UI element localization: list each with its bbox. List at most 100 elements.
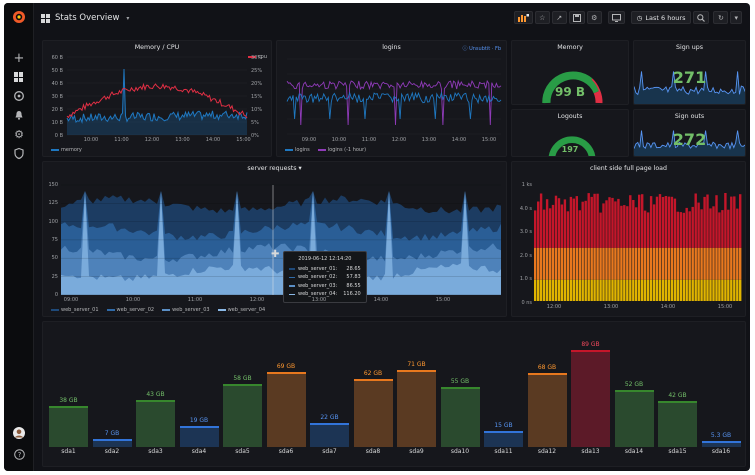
memory-gauge	[542, 71, 603, 104]
heatmap-cell	[566, 247, 570, 280]
server-admin-shield-icon[interactable]	[9, 145, 29, 161]
memory-cpu-panel[interactable]: Memory / CPU memory cpu 60 B 50 B 40 B 30 B…	[42, 40, 272, 157]
add-panel-button[interactable]	[513, 11, 533, 24]
disk-usage-panel[interactable]: 38 GB sda1 7 GB sda2 43 GB sda3 19 GB sda4 58 GB…	[42, 321, 746, 467]
server-requests-panel[interactable]: server requests ▾ web_server_01 web_serv…	[42, 161, 507, 317]
heatmap-cell	[691, 279, 694, 301]
time-picker-button[interactable]: ◷ Last 6 hours	[630, 11, 692, 24]
disk-bar[interactable]	[179, 426, 219, 447]
heatmap-cell	[599, 212, 602, 248]
disk-bar[interactable]	[440, 387, 480, 447]
axis-tick-label: 09:00	[301, 137, 317, 143]
heatmap-cell	[661, 247, 665, 280]
disk-bar[interactable]	[49, 405, 88, 447]
heatmap-cell	[733, 247, 736, 280]
disk-bar[interactable]	[658, 401, 697, 447]
heatmap-cell	[548, 279, 552, 301]
zoom-out-icon[interactable]	[693, 11, 710, 24]
dashboards-icon[interactable]	[9, 69, 29, 85]
refresh-icon[interactable]: ↻	[713, 11, 729, 24]
heatmap-cell	[727, 279, 730, 301]
heatmap-cell	[667, 196, 671, 248]
heatmap-cell	[632, 279, 635, 301]
disk-bar[interactable]	[266, 371, 306, 447]
axis-tick-label: 12:00	[546, 304, 562, 310]
disk-bar[interactable]	[397, 369, 436, 447]
panel-title: client side full page load	[589, 165, 668, 172]
legend-item[interactable]: web_server_01	[51, 307, 99, 313]
series-area-4	[61, 191, 501, 295]
user-avatar-icon[interactable]	[9, 425, 29, 441]
help-icon[interactable]: ?	[9, 446, 29, 462]
heatmap-cell	[652, 204, 656, 248]
legend-item[interactable]: logins (-1 hour)	[317, 147, 366, 153]
disk-bar[interactable]	[614, 390, 654, 447]
logouts-gauge-panel[interactable]: Logouts 197	[511, 109, 629, 157]
explore-compass-icon[interactable]	[9, 88, 29, 104]
refresh-interval-chevron-icon[interactable]: ▾	[730, 11, 742, 24]
heatmap-cell	[629, 247, 632, 280]
legend-item[interactable]: web_server_04	[217, 307, 265, 313]
disk-bar-value: 19 GB	[189, 417, 209, 425]
heatmap-cell	[712, 206, 715, 248]
logins-graph[interactable]	[286, 58, 502, 137]
legend-item[interactable]: web_server_02	[106, 307, 154, 313]
page-load-heatmap[interactable]	[534, 183, 742, 301]
heatmap-cell	[730, 196, 733, 248]
memory-gauge-panel[interactable]: Memory 99 B	[511, 40, 629, 105]
heatmap-cell	[694, 247, 697, 280]
heatmap-cell	[700, 279, 703, 301]
heatmap-cell	[718, 212, 721, 248]
heatmap-cell	[739, 247, 742, 280]
disk-bar[interactable]	[310, 423, 349, 447]
logins-panel[interactable]: logins ⓘ Unsubtit · Fb logins logins (-1…	[276, 40, 507, 157]
axis-tick-label: 20%	[251, 81, 263, 87]
disk-bar[interactable]	[484, 430, 523, 447]
svg-text:?: ?	[17, 451, 21, 459]
star-icon[interactable]: ☆	[534, 11, 550, 24]
heatmap-cell	[575, 279, 578, 301]
panel-legend: web_server_01 web_server_02 web_server_0…	[51, 307, 265, 313]
heatmap-cell	[587, 279, 590, 301]
legend-item[interactable]: logins	[285, 147, 310, 153]
grafana-logo-icon[interactable]	[9, 9, 29, 25]
legend-item[interactable]: memory	[51, 147, 82, 153]
disk-bar[interactable]	[527, 372, 567, 447]
tv-mode-icon[interactable]	[607, 11, 625, 24]
disk-bar-value: 15 GB	[494, 421, 513, 429]
heatmap-cell	[626, 206, 629, 248]
heatmap-cell	[655, 247, 659, 280]
heatmap-cell	[691, 206, 694, 248]
alerting-bell-icon[interactable]	[9, 107, 29, 123]
configuration-gear-icon[interactable]: ⚙	[14, 127, 24, 141]
memory-cpu-graph[interactable]	[66, 56, 248, 136]
signups-panel[interactable]: Sign ups 271	[633, 40, 746, 105]
heatmap-cell	[629, 279, 632, 301]
heatmap-cell	[590, 196, 593, 248]
heatmap-cell	[635, 279, 638, 301]
disk-bar[interactable]	[701, 441, 741, 447]
legend-item[interactable]: web_server_03	[162, 307, 210, 313]
legend-item[interactable]: cpu	[247, 54, 267, 60]
axis-tick-label: 30%	[251, 55, 263, 61]
signouts-panel[interactable]: Sign outs 272	[633, 109, 746, 157]
time-range-label: Last 6 hours	[645, 13, 686, 22]
create-plus-icon[interactable]: +	[13, 50, 25, 66]
heatmap-cell	[539, 193, 543, 248]
server-requests-graph[interactable]	[61, 184, 501, 296]
heatmap-cell	[623, 247, 626, 280]
save-icon[interactable]	[568, 11, 585, 24]
disk-bar[interactable]	[223, 383, 262, 447]
panel-info-link[interactable]: ⓘ Unsubtit · Fb	[462, 46, 502, 52]
share-icon[interactable]: ↗	[551, 11, 567, 24]
disk-bar[interactable]	[92, 439, 132, 447]
panel-title: logins	[382, 44, 401, 51]
heatmap-cell	[572, 247, 575, 280]
disk-bar[interactable]	[571, 350, 610, 447]
disk-bar[interactable]	[353, 379, 393, 447]
settings-gear-icon[interactable]: ⚙	[586, 11, 602, 24]
dashboard-title-picker[interactable]: Stats Overview ▾	[41, 13, 129, 23]
disk-bar[interactable]	[136, 400, 175, 447]
page-load-panel[interactable]: client side full page load 1 ks 4.0 s 3.0 …	[511, 161, 746, 317]
heatmap-cell	[620, 279, 623, 301]
